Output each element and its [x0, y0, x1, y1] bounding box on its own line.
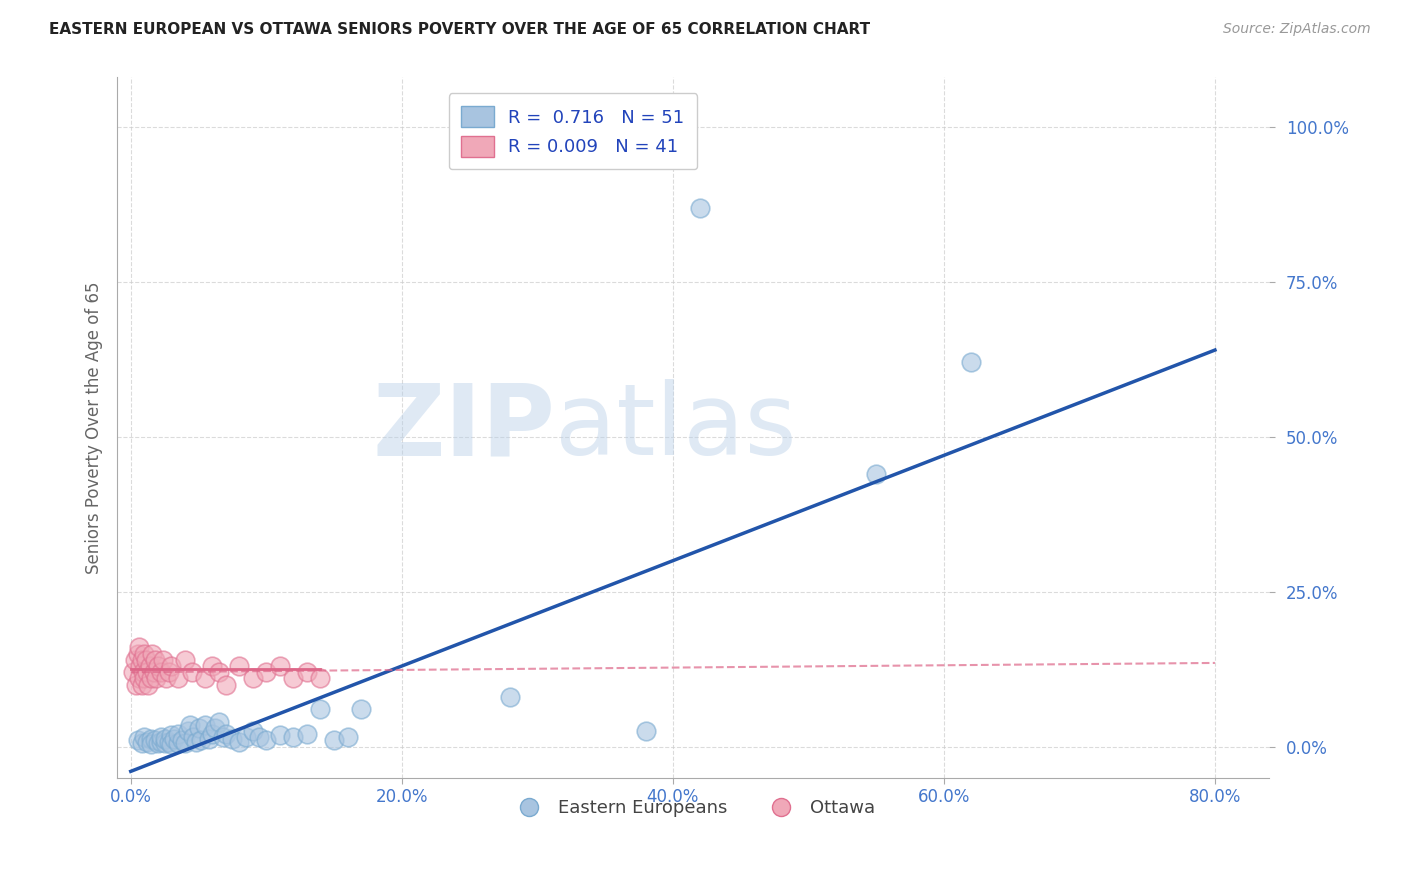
Point [295, 727, 318, 741]
Text: ZIP: ZIP [373, 379, 555, 476]
Point [134, 647, 156, 661]
Point [138, 659, 160, 673]
Point [124, 653, 146, 667]
Point [235, 731, 257, 745]
Point [149, 734, 172, 748]
Point [129, 659, 152, 673]
Point [157, 665, 180, 680]
Point [242, 724, 264, 739]
Point [254, 733, 277, 747]
Point [131, 737, 153, 751]
Point [208, 665, 231, 680]
Point [194, 718, 217, 732]
Point [336, 731, 359, 745]
Point [198, 732, 221, 747]
Point [309, 672, 332, 686]
Point [136, 734, 159, 748]
Point [499, 690, 522, 704]
Point [242, 672, 264, 686]
Point [157, 734, 180, 748]
Point [167, 672, 190, 686]
Point [127, 647, 149, 661]
Point [212, 731, 235, 745]
Y-axis label: Seniors Poverty Over the Age of 65: Seniors Poverty Over the Age of 65 [86, 281, 103, 574]
Point [214, 678, 236, 692]
Point [153, 732, 176, 747]
Point [228, 734, 250, 748]
Point [174, 653, 197, 667]
Point [184, 734, 207, 748]
Point [176, 724, 198, 739]
Point [254, 665, 277, 680]
Point [180, 665, 202, 680]
Point [167, 736, 190, 750]
Point [142, 665, 165, 680]
Text: EASTERN EUROPEAN VS OTTAWA SENIORS POVERTY OVER THE AGE OF 65 CORRELATION CHART: EASTERN EUROPEAN VS OTTAWA SENIORS POVER… [49, 22, 870, 37]
Point [122, 665, 145, 680]
Point [309, 702, 332, 716]
Point [141, 647, 163, 661]
Point [139, 737, 162, 751]
Point [136, 665, 159, 680]
Point [283, 672, 305, 686]
Point [149, 665, 172, 680]
Point [146, 736, 169, 750]
Point [269, 659, 291, 673]
Point [194, 672, 217, 686]
Point [179, 718, 201, 732]
Point [153, 737, 176, 751]
Point [174, 737, 197, 751]
Point [323, 733, 346, 747]
Point [865, 467, 887, 481]
Point [201, 727, 224, 741]
Point [131, 678, 153, 692]
Point [131, 653, 153, 667]
Point [214, 727, 236, 741]
Point [139, 672, 162, 686]
Point [134, 672, 156, 686]
Point [160, 737, 183, 751]
Point [163, 732, 186, 747]
Point [146, 659, 169, 673]
Point [138, 678, 160, 692]
Point [125, 678, 148, 692]
Point [132, 665, 155, 680]
Point [221, 732, 243, 747]
Point [201, 659, 224, 673]
Point [128, 672, 150, 686]
Point [689, 201, 711, 215]
Point [269, 728, 291, 742]
Point [249, 731, 271, 745]
Point [167, 727, 190, 741]
Text: Source: ZipAtlas.com: Source: ZipAtlas.com [1223, 22, 1371, 37]
Point [160, 659, 183, 673]
Point [960, 355, 983, 369]
Point [134, 731, 156, 745]
Point [181, 731, 204, 745]
Point [350, 702, 373, 716]
Point [155, 672, 177, 686]
Point [149, 731, 172, 745]
Point [283, 731, 305, 745]
Point [295, 665, 318, 680]
Point [128, 640, 150, 655]
Point [145, 672, 167, 686]
Point [204, 721, 226, 735]
Point [172, 733, 194, 747]
Point [634, 724, 657, 739]
Point [143, 653, 166, 667]
Point [228, 659, 250, 673]
Legend: Eastern Europeans, Ottawa: Eastern Europeans, Ottawa [503, 792, 883, 824]
Point [152, 653, 174, 667]
Point [143, 733, 166, 747]
Text: atlas: atlas [555, 379, 797, 476]
Point [190, 733, 212, 747]
Point [208, 714, 231, 729]
Point [135, 653, 157, 667]
Point [127, 733, 149, 747]
Point [160, 728, 183, 742]
Point [187, 721, 209, 735]
Point [139, 732, 162, 747]
